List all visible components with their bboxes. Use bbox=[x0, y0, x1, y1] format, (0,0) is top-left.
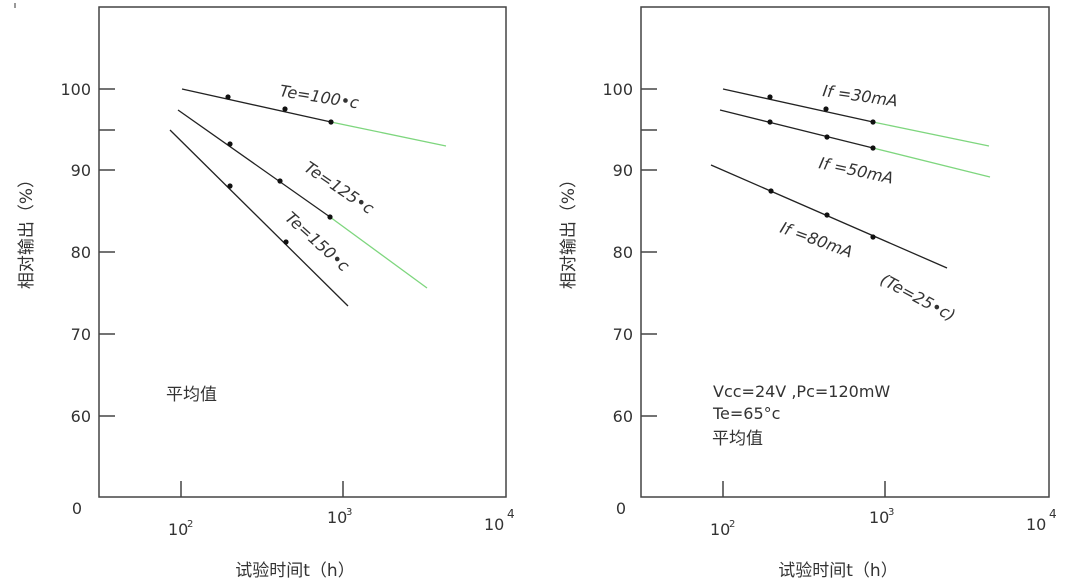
series-te-100 bbox=[181, 88, 447, 147]
right-x-axis-title: 试验时间t（h） bbox=[778, 561, 897, 581]
svg-text:3: 3 bbox=[346, 507, 352, 518]
left-y-axis-title: 相对输出（%） bbox=[17, 171, 37, 289]
left-y-ticks bbox=[99, 88, 115, 417]
right-x-label-1e4: 10 4 bbox=[1026, 507, 1057, 534]
svg-text:4: 4 bbox=[507, 507, 515, 521]
series-te-125 bbox=[177, 109, 428, 289]
series-if-50ma bbox=[719, 109, 991, 178]
condition-te: Te=65°c bbox=[712, 404, 780, 423]
right-x-ticks bbox=[722, 481, 886, 497]
svg-text:3: 3 bbox=[888, 507, 894, 518]
series-te-150 bbox=[169, 129, 349, 307]
right-y-label-80: 80 bbox=[613, 243, 633, 262]
left-average-note: 平均值 bbox=[166, 385, 217, 405]
label-ta-25c: (Te=25•c) bbox=[877, 270, 958, 325]
label-if-30ma: If =30mA bbox=[821, 81, 899, 110]
svg-text:10: 10 bbox=[710, 520, 730, 539]
condition-vcc-pc: Vcc=24V ,Pc=120mW bbox=[713, 382, 890, 401]
left-y-label-0: 0 bbox=[72, 499, 82, 518]
left-plot-frame bbox=[98, 6, 507, 498]
label-if-50ma: If =50mA bbox=[817, 153, 895, 187]
label-te-125: Te=125•c bbox=[301, 158, 378, 219]
left-x-label-1e2: 10 2 bbox=[168, 519, 193, 539]
right-y-axis-title: 相对输出（%） bbox=[559, 171, 579, 289]
svg-text:2: 2 bbox=[187, 519, 193, 530]
label-te-150: Te=150•c bbox=[281, 208, 353, 276]
left-chart: 100 90 80 70 60 0 10 2 10 3 10 4 相对输出（%）… bbox=[17, 6, 515, 581]
label-te-100: Te=100•c bbox=[278, 81, 360, 112]
left-y-label-60: 60 bbox=[71, 407, 91, 426]
label-if-80ma: If =80mA bbox=[778, 218, 856, 262]
left-y-label-100: 100 bbox=[60, 80, 91, 99]
svg-text:10: 10 bbox=[327, 508, 347, 527]
svg-text:10: 10 bbox=[168, 520, 188, 539]
artifact-mark bbox=[14, 3, 16, 8]
svg-text:10: 10 bbox=[484, 515, 504, 534]
series-if-80ma bbox=[710, 164, 948, 269]
right-chart: 100 90 80 70 60 0 10 2 10 3 10 4 相对输出（%）… bbox=[559, 6, 1057, 581]
left-x-label-1e4: 10 4 bbox=[484, 507, 515, 534]
right-y-label-100: 100 bbox=[602, 80, 633, 99]
left-x-ticks bbox=[180, 481, 344, 497]
right-y-label-0: 0 bbox=[616, 499, 626, 518]
svg-text:4: 4 bbox=[1049, 507, 1057, 521]
left-x-axis-title: 试验时间t（h） bbox=[235, 561, 354, 581]
right-y-label-90: 90 bbox=[613, 161, 633, 180]
right-y-ticks bbox=[641, 88, 657, 417]
right-x-label-1e3: 10 3 bbox=[869, 507, 894, 527]
right-x-label-1e2: 10 2 bbox=[710, 519, 735, 539]
right-y-label-60: 60 bbox=[613, 407, 633, 426]
svg-text:10: 10 bbox=[1026, 515, 1046, 534]
series-if-30ma bbox=[722, 88, 990, 147]
left-x-label-1e3: 10 3 bbox=[327, 507, 352, 527]
svg-text:2: 2 bbox=[729, 519, 735, 530]
left-y-label-80: 80 bbox=[71, 243, 91, 262]
svg-text:10: 10 bbox=[869, 508, 889, 527]
right-y-label-70: 70 bbox=[613, 325, 633, 344]
left-y-label-70: 70 bbox=[71, 325, 91, 344]
left-y-label-90: 90 bbox=[71, 161, 91, 180]
right-average-note: 平均值 bbox=[712, 429, 763, 449]
